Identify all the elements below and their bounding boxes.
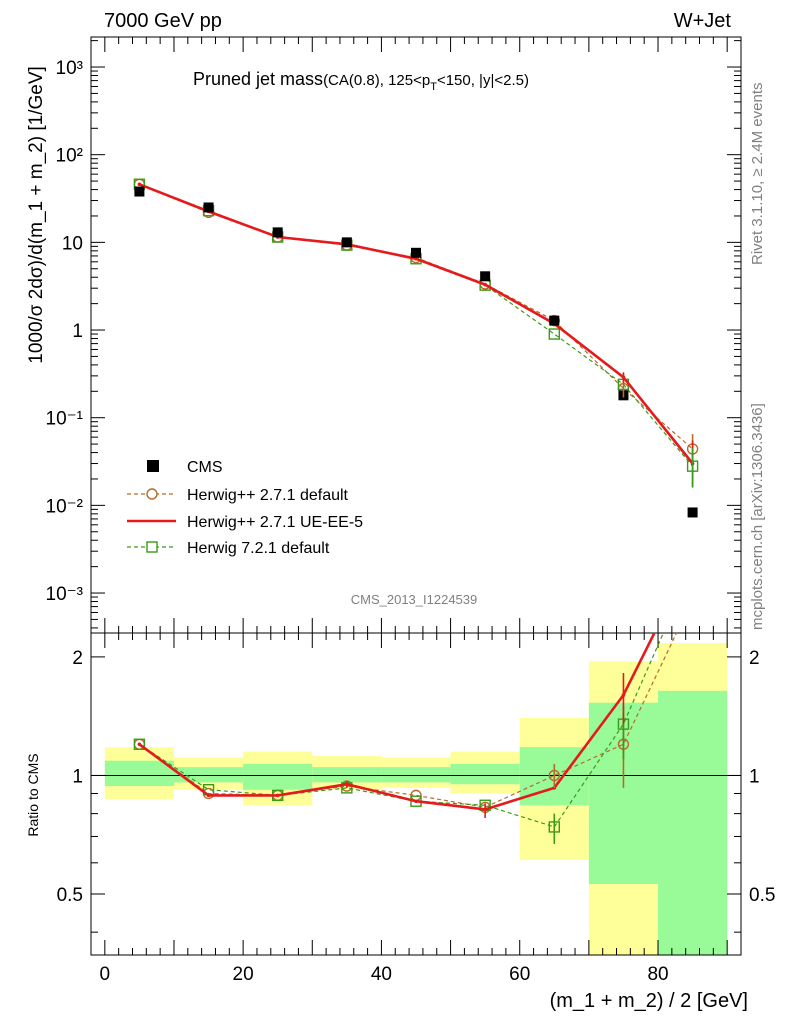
series-line (138, 183, 694, 465)
uncertainty-band-green (658, 690, 728, 955)
ratio-y-tick-label-right: 1 (749, 766, 760, 787)
ratio-y-tick-label: 2 (72, 648, 83, 669)
legend-label: Herwig 7.2.1 default (187, 540, 330, 557)
data-point-cms (203, 202, 214, 213)
uncertainty-band-green (243, 763, 313, 790)
energy-label: 7000 GeV pp (104, 10, 222, 32)
data-point-cms (272, 227, 283, 238)
ratio-point (133, 738, 146, 750)
data-point-ue-ee-5 (483, 282, 487, 287)
data-point-cms (411, 247, 421, 258)
ratio-point (206, 793, 211, 798)
ratio-point (137, 742, 142, 747)
x-tick-label: 60 (509, 964, 530, 985)
x-tick-label: 20 (233, 964, 254, 985)
ratio-point (275, 793, 280, 798)
analysis-id: CMS_2013_I1224539 (351, 592, 478, 607)
ratio-y-tick-label-right: 2 (749, 648, 760, 669)
y-tick-label: 10⁻² (46, 496, 84, 517)
chart-title-sub: (CA(0.8), 125<p (323, 72, 430, 89)
y-tick-label: 10² (56, 146, 83, 167)
y-tick-label: 10⁻³ (46, 584, 84, 605)
x-tick-label: 80 (647, 964, 668, 985)
uncertainty-band-green (381, 767, 451, 783)
legend-label: CMS (187, 459, 223, 476)
uncertainty-band-green (104, 760, 174, 787)
y-tick-label: 10 (62, 233, 83, 254)
y-axis-label-main: 1000/σ 2dσ)/d(m_1 + m_2) [1/GeV] (26, 66, 47, 364)
chart-title-sub-subscript: T (430, 81, 437, 93)
data-point-cms (687, 507, 698, 518)
process-label: W+Jet (674, 10, 732, 32)
data-point-cms (480, 271, 491, 282)
data-point-ue-ee-5 (137, 182, 142, 187)
legend-marker (146, 541, 158, 553)
y-tick-label: 10⁻¹ (46, 409, 84, 430)
ratio-series-group (133, 633, 678, 844)
ratio-y-tick-label: 0.5 (57, 885, 83, 906)
data-point-cms (134, 186, 145, 197)
data-point-ue-ee-5 (414, 256, 418, 261)
uncertainty-band-green (312, 767, 382, 783)
legend-label: Herwig++ 2.7.1 default (187, 487, 349, 504)
ratio-point (414, 799, 418, 804)
ratio-y-tick-label: 1 (72, 766, 83, 787)
mcplots-label: mcplots.cern.ch [arXiv:1306.3436] (749, 403, 766, 630)
data-point-cms (341, 237, 352, 248)
uncertainty-band-green (173, 767, 244, 783)
ratio-y-tick-label-right: 0.5 (749, 885, 775, 906)
legend: CMS Herwig++ 2.7.1 default Herwig++ 2.7.1 … (127, 459, 363, 557)
y-axis-label-ratio: Ratio to CMS (25, 753, 41, 836)
series-line (139, 183, 694, 467)
chart-title-sub-post: <150, |y|<2.5) (437, 72, 529, 89)
data-point-herwig7 (548, 328, 560, 340)
uncertainty-band-green (450, 763, 520, 785)
x-axis-label: (m_1 + m_2) / 2 [GeV] (550, 990, 748, 1012)
rivet-label: Rivet 3.1.10, ≥ 2.4M events (749, 83, 766, 266)
series-line (139, 183, 693, 450)
y-tick-label: 1 (72, 321, 83, 342)
chart-title-main: Pruned jet mass (193, 69, 323, 89)
y-tick-label: 10³ (56, 58, 83, 79)
chart-title: Pruned jet mass(CA(0.8), 125<pT<150, |y|… (193, 69, 529, 93)
x-tick-label: 40 (371, 964, 392, 985)
legend-label: Herwig++ 2.7.1 UE-EE-5 (187, 514, 363, 531)
data-point-cms (549, 315, 560, 326)
legend-marker-cms (147, 460, 159, 472)
ratio-series-line (139, 633, 664, 828)
legend-marker (146, 488, 158, 500)
ratio-frame (90, 632, 742, 956)
x-tick-label: 0 (100, 964, 111, 985)
